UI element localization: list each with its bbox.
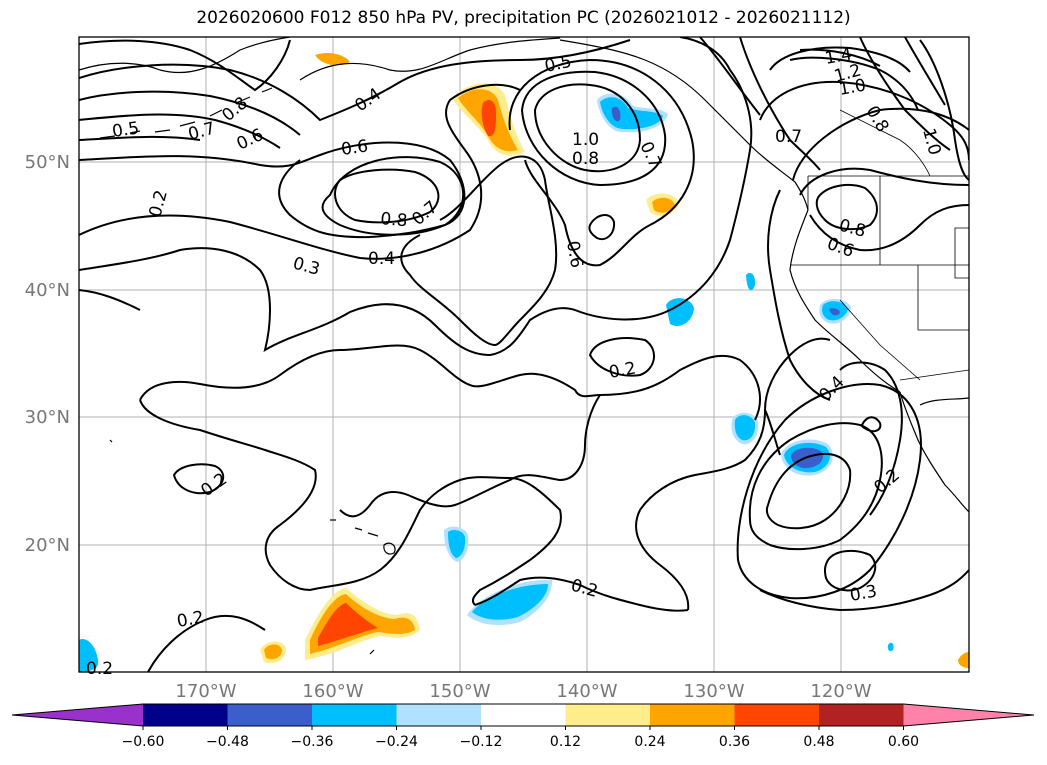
- precip-positive-region: [652, 197, 675, 213]
- colorbar-segment: [312, 704, 397, 726]
- colorbar-tick-label: 0.60: [888, 734, 919, 750]
- lat-label-30n: 30°N: [25, 407, 70, 428]
- precip-negative-region: [472, 584, 548, 620]
- colorbar-tick-label: −0.48: [206, 734, 249, 750]
- contour-label: 0.3: [848, 582, 878, 606]
- colorbar-tick-label: −0.12: [460, 734, 503, 750]
- longitude-labels: 170°W 160°W 150°W 140°W 130°W 120°W: [175, 681, 871, 702]
- colorbar-tick-label: −0.60: [122, 734, 165, 750]
- lon-label-170w: 170°W: [175, 681, 236, 702]
- colorbar-segment: [734, 704, 820, 726]
- map-title: 2026020600 F012 850 hPa PV, precipitatio…: [196, 8, 851, 28]
- contour-label: 0.5: [111, 118, 141, 142]
- lon-label-130w: 130°W: [683, 681, 744, 702]
- contour-label: 0.3: [291, 254, 322, 280]
- precip-positive-region: [264, 644, 282, 660]
- colorbar-segment: [650, 704, 735, 726]
- colorbar-tick-label: 0.36: [719, 734, 750, 750]
- contour-label: 0.4: [368, 249, 395, 269]
- plot-frame: [78, 36, 970, 673]
- precip-negative-region: [600, 97, 663, 130]
- contour-label: 1.4: [823, 45, 853, 69]
- colorbar-tick-label: 0.12: [550, 734, 581, 750]
- precip-positive-region: [315, 52, 350, 66]
- contour-label: 0.2: [175, 608, 205, 632]
- lat-label-50n: 50°N: [25, 152, 70, 173]
- contour-label: 0.6: [234, 125, 267, 155]
- gridlines: [79, 37, 969, 672]
- contour-label: 0.4: [815, 372, 848, 405]
- colorbar-tick-label: 0.24: [634, 734, 665, 750]
- lon-label-160w: 160°W: [302, 681, 363, 702]
- precip-positive-region: [958, 652, 969, 668]
- precip-negative-region: [611, 106, 621, 122]
- colorbar-segment: [396, 704, 482, 726]
- precip-negative-region: [448, 529, 466, 558]
- colorbar-tick-label: −0.36: [291, 734, 334, 750]
- contour-label: 0.2: [607, 359, 637, 383]
- lat-label-40n: 40°N: [25, 280, 70, 301]
- lon-label-120w: 120°W: [810, 681, 871, 702]
- colorbar-extend-min: [12, 704, 143, 726]
- colorbar-segment: [481, 704, 566, 726]
- colorbar-segment: [143, 704, 228, 726]
- contour-label: 0.6: [340, 136, 370, 160]
- contour-label: 0.7: [186, 119, 217, 145]
- lon-label-150w: 150°W: [429, 681, 490, 702]
- contour-label: 0.6: [562, 239, 586, 269]
- contour-label: 0.8: [380, 209, 409, 231]
- precip-positive-region: [318, 603, 378, 646]
- lat-label-20n: 20°N: [25, 535, 70, 556]
- contour-label: 1.0: [572, 130, 599, 150]
- precip-positive-region: [481, 100, 497, 137]
- contour-label: 1.0: [918, 126, 944, 157]
- colorbar-extend-max: [903, 704, 1034, 726]
- contour-label: 1.0: [837, 76, 867, 100]
- contour-label: 0.8: [862, 103, 893, 136]
- precip-shading: [79, 52, 969, 672]
- precip-negative-region: [746, 272, 756, 291]
- precip-negative-region: [734, 415, 756, 441]
- contour-label: 0.8: [572, 149, 599, 169]
- colorbar-segment: [227, 704, 313, 726]
- coastlines: [79, 37, 969, 655]
- contour-label: 0.2: [569, 576, 600, 602]
- colorbar-segment: [565, 704, 651, 726]
- contour-label: 0.2: [197, 469, 231, 501]
- lon-label-140w: 140°W: [556, 681, 617, 702]
- colorbar-tick-label: 0.48: [803, 734, 834, 750]
- latitude-labels: 50°N 40°N 30°N 20°N: [25, 152, 70, 556]
- colorbar: −0.60 −0.48 −0.36 −0.24 −0.12 0.12 0.24 0.36 0.4…: [11, 703, 1035, 750]
- precip-negative-region: [887, 642, 894, 652]
- contour-label: 0.7: [775, 127, 802, 147]
- contour-label: 0.4: [351, 84, 385, 116]
- precip-negative-region: [666, 298, 694, 327]
- precip-negative-region: [79, 639, 99, 672]
- colorbar-segment: [819, 704, 904, 726]
- contour-label: 0.2: [86, 659, 113, 679]
- colorbar-tick-label: −0.24: [375, 734, 418, 750]
- precip-negative-region: [829, 308, 840, 316]
- pv-contours: [79, 37, 969, 672]
